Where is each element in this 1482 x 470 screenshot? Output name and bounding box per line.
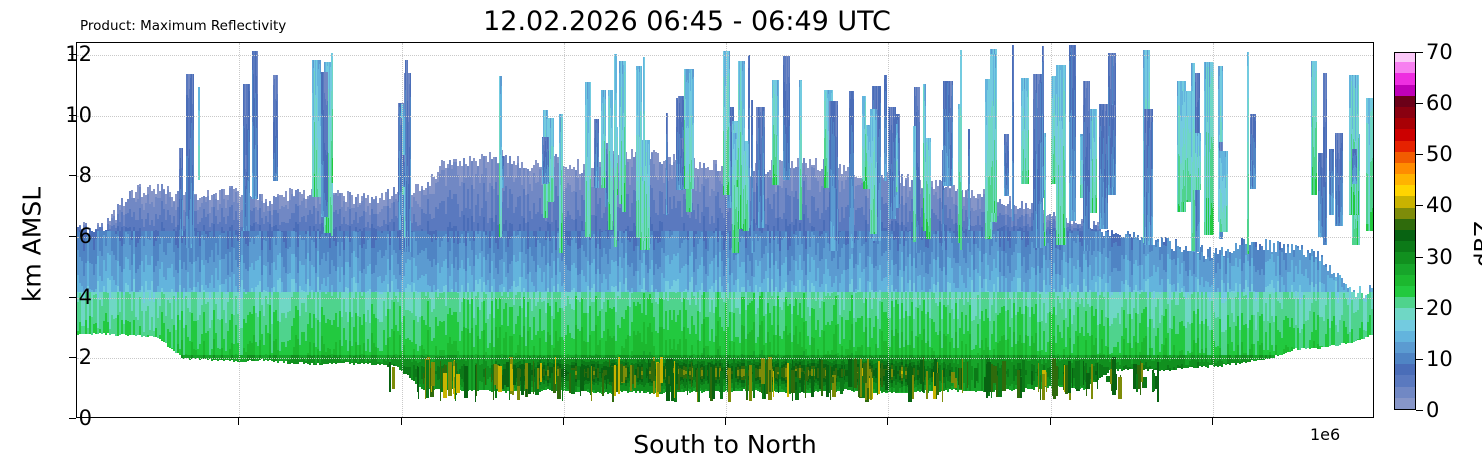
y-tick-label: 0 (79, 406, 92, 430)
y-axis-label: km AMSL (18, 95, 47, 395)
y-tick-label: 10 (65, 103, 92, 127)
colorbar-band (1395, 118, 1415, 130)
colorbar-tick-mark (1416, 359, 1423, 360)
colorbar-band (1395, 95, 1415, 107)
colorbar-band (1395, 263, 1415, 275)
y-tick-mark (69, 357, 76, 358)
colorbar-tick-mark (1416, 205, 1423, 206)
reflectivity-canvas (77, 43, 1374, 418)
colorbar-tick-label: 40 (1426, 193, 1453, 217)
colorbar-band (1395, 297, 1415, 309)
colorbar-band (1395, 84, 1415, 96)
x-tick-mark (401, 418, 402, 425)
colorbar-tick-label: 50 (1426, 142, 1453, 166)
colorbar-band (1395, 330, 1415, 342)
colorbar-tick-label: 60 (1426, 91, 1453, 115)
colorbar-label: dBZ (1471, 134, 1482, 354)
colorbar-tick-mark (1416, 154, 1423, 155)
colorbar-band (1395, 285, 1415, 297)
colorbar-band (1395, 140, 1415, 152)
y-tick-label: 8 (79, 163, 92, 187)
x-tick-mark (1050, 418, 1051, 425)
colorbar-tick-mark (1416, 52, 1423, 53)
colorbar-band (1395, 151, 1415, 163)
colorbar-tick-mark (1416, 308, 1423, 309)
colorbar-tick-mark (1416, 410, 1423, 411)
colorbar-band (1395, 386, 1415, 398)
y-tick-label: 4 (79, 285, 92, 309)
colorbar-tick-label: 10 (1426, 347, 1453, 371)
colorbar-band (1395, 73, 1415, 85)
colorbar-band (1395, 229, 1415, 241)
y-tick-label: 12 (65, 42, 92, 66)
colorbar-band (1395, 218, 1415, 230)
colorbar-tick-label: 30 (1426, 245, 1453, 269)
reflectivity-heatmap (77, 43, 1373, 417)
colorbar-band (1395, 319, 1415, 331)
colorbar-band (1395, 274, 1415, 286)
colorbar-band (1395, 173, 1415, 185)
colorbar-band (1395, 62, 1415, 74)
colorbar-band (1395, 375, 1415, 387)
colorbar (1394, 52, 1416, 410)
colorbar-band (1395, 185, 1415, 197)
x-axis-label: South to North (76, 430, 1374, 459)
colorbar-band (1395, 364, 1415, 376)
plot-area (76, 42, 1374, 418)
x-tick-mark (563, 418, 564, 425)
x-tick-mark (887, 418, 888, 425)
colorbar-band (1395, 207, 1415, 219)
colorbar-tick-label: 0 (1426, 398, 1439, 422)
colorbar-band (1395, 352, 1415, 364)
colorbar-tick-mark (1416, 257, 1423, 258)
colorbar-tick-mark (1416, 103, 1423, 104)
product-label: Product: Maximum Reflectivity (80, 18, 286, 34)
y-tick-mark (69, 418, 76, 419)
x-axis-offset-text: 1e6 (1310, 425, 1340, 444)
y-tick-mark (69, 297, 76, 298)
colorbar-band (1395, 196, 1415, 208)
colorbar-tick-label: 20 (1426, 296, 1453, 320)
colorbar-tick-label: 70 (1426, 40, 1453, 64)
colorbar-band (1395, 397, 1415, 409)
radar-cross-section-figure: 12.02.2026 06:45 - 06:49 UTC Product: Ma… (0, 0, 1482, 470)
colorbar-band (1395, 129, 1415, 141)
colorbar-band (1395, 308, 1415, 320)
y-tick-label: 2 (79, 345, 92, 369)
y-tick-mark (69, 236, 76, 237)
x-tick-mark (1212, 418, 1213, 425)
colorbar-band (1395, 106, 1415, 118)
y-tick-label: 6 (79, 224, 92, 248)
colorbar-band (1395, 341, 1415, 353)
x-tick-mark (725, 418, 726, 425)
colorbar-band (1395, 52, 1415, 62)
y-tick-mark (69, 175, 76, 176)
colorbar-band (1395, 162, 1415, 174)
colorbar-band (1395, 252, 1415, 264)
colorbar-band (1395, 241, 1415, 253)
x-tick-mark (238, 418, 239, 425)
